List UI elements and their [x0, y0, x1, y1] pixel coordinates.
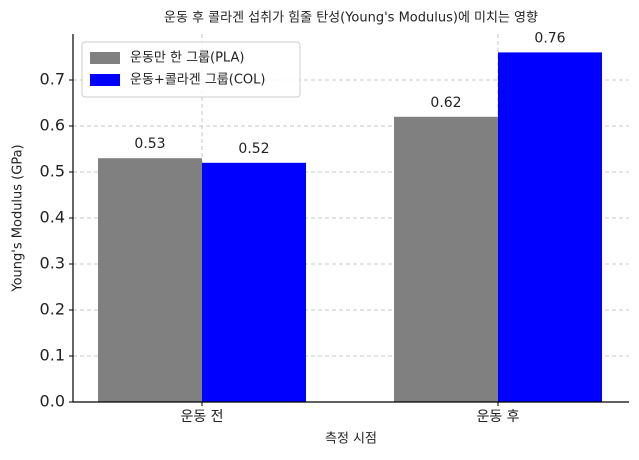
bar: [498, 52, 602, 403]
axes: 0.0 0.1 0.2 0.3 0.4 0.5 0.6 0.7 운동 전 운동 후: [40, 34, 629, 425]
value-label: 0.76: [534, 30, 565, 46]
x-tick-label: 운동 후: [476, 409, 519, 425]
legend-swatch: [90, 74, 120, 86]
y-tick-label: 0.1: [40, 346, 65, 365]
y-tick-label: 0.0: [40, 392, 65, 411]
bar: [202, 162, 306, 402]
y-tick-label: 0.3: [40, 254, 65, 273]
y-axis-label: Young's Modulus (GPa): [11, 144, 26, 292]
legend-label: 운동만 한 그룹(PLA): [130, 51, 244, 66]
value-label: 0.62: [430, 95, 461, 111]
legend-box: [81, 41, 301, 98]
x-tick-label: 운동 전: [180, 409, 223, 425]
legend: 운동만 한 그룹(PLA) 운동+콜라겐 그룹(COL): [81, 41, 301, 98]
y-tick-label: 0.2: [40, 300, 65, 319]
y-tick-label: 0.7: [40, 70, 65, 89]
value-label: 0.52: [238, 141, 269, 157]
y-tick-label: 0.5: [40, 162, 65, 181]
bar: [98, 158, 202, 402]
bars: 0.53 0.52 0.62 0.76: [98, 30, 602, 403]
y-tick-label: 0.6: [40, 116, 65, 135]
chart-title: 운동 후 콜라겐 섭취가 힘줄 탄성(Young's Modulus)에 미치는…: [164, 11, 538, 26]
x-axis-label: 측정 시점: [325, 432, 377, 447]
y-tick-label: 0.4: [40, 208, 65, 227]
legend-swatch: [90, 52, 120, 64]
bar: [394, 116, 498, 403]
value-label: 0.53: [134, 136, 165, 152]
legend-label: 운동+콜라겐 그룹(COL): [130, 73, 265, 88]
